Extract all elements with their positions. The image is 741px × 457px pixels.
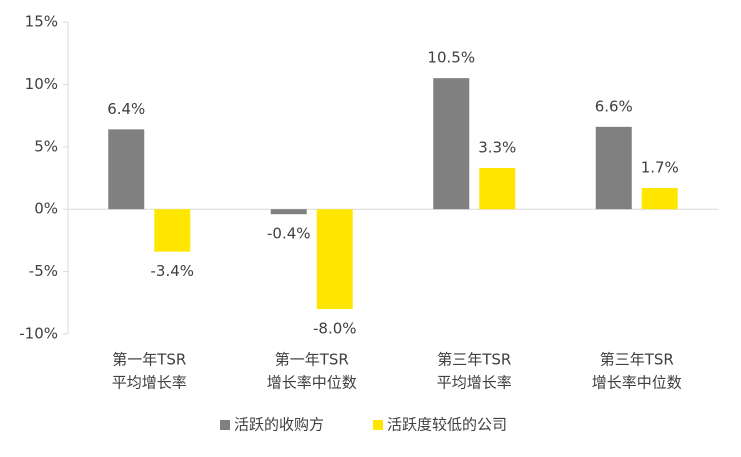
- value-label: 10.5%: [427, 49, 475, 67]
- value-label: -3.4%: [150, 262, 194, 280]
- bar: [270, 209, 307, 215]
- value-label: 1.7%: [641, 158, 679, 176]
- bar: [433, 78, 470, 210]
- x-tick-label: 平均增长率: [112, 374, 187, 392]
- legend-swatch: [373, 420, 383, 430]
- legend-label: 活跃的收购方: [234, 416, 324, 434]
- bar: [595, 126, 632, 210]
- value-label: -0.4%: [267, 225, 311, 243]
- bar: [641, 187, 678, 210]
- y-tick-label: -10%: [19, 325, 58, 343]
- y-tick-label: 15%: [25, 13, 58, 31]
- bar: [108, 129, 145, 210]
- x-tick-label: 增长率中位数: [592, 374, 682, 392]
- x-tick-label: 第三年TSR: [437, 351, 511, 369]
- y-tick-label: 5%: [34, 137, 58, 155]
- value-label: 6.4%: [107, 100, 145, 118]
- legend-label: 活跃度较低的公司: [387, 416, 507, 434]
- value-label: 3.3%: [478, 139, 516, 157]
- bar: [154, 209, 191, 252]
- bar: [479, 168, 516, 210]
- value-label: 6.6%: [595, 97, 633, 115]
- y-tick-label: -5%: [29, 262, 58, 280]
- value-label: -8.0%: [313, 320, 357, 338]
- x-tick-label: 平均增长率: [437, 374, 512, 392]
- x-tick-label: 第三年TSR: [600, 351, 674, 369]
- legend-swatch: [220, 420, 230, 430]
- x-tick-label: 第一年TSR: [112, 351, 186, 369]
- bar: [316, 209, 353, 310]
- y-tick-label: 0%: [34, 200, 58, 218]
- x-tick-label: 增长率中位数: [267, 374, 357, 392]
- y-tick-label: 10%: [25, 75, 58, 93]
- x-tick-label: 第一年TSR: [275, 351, 349, 369]
